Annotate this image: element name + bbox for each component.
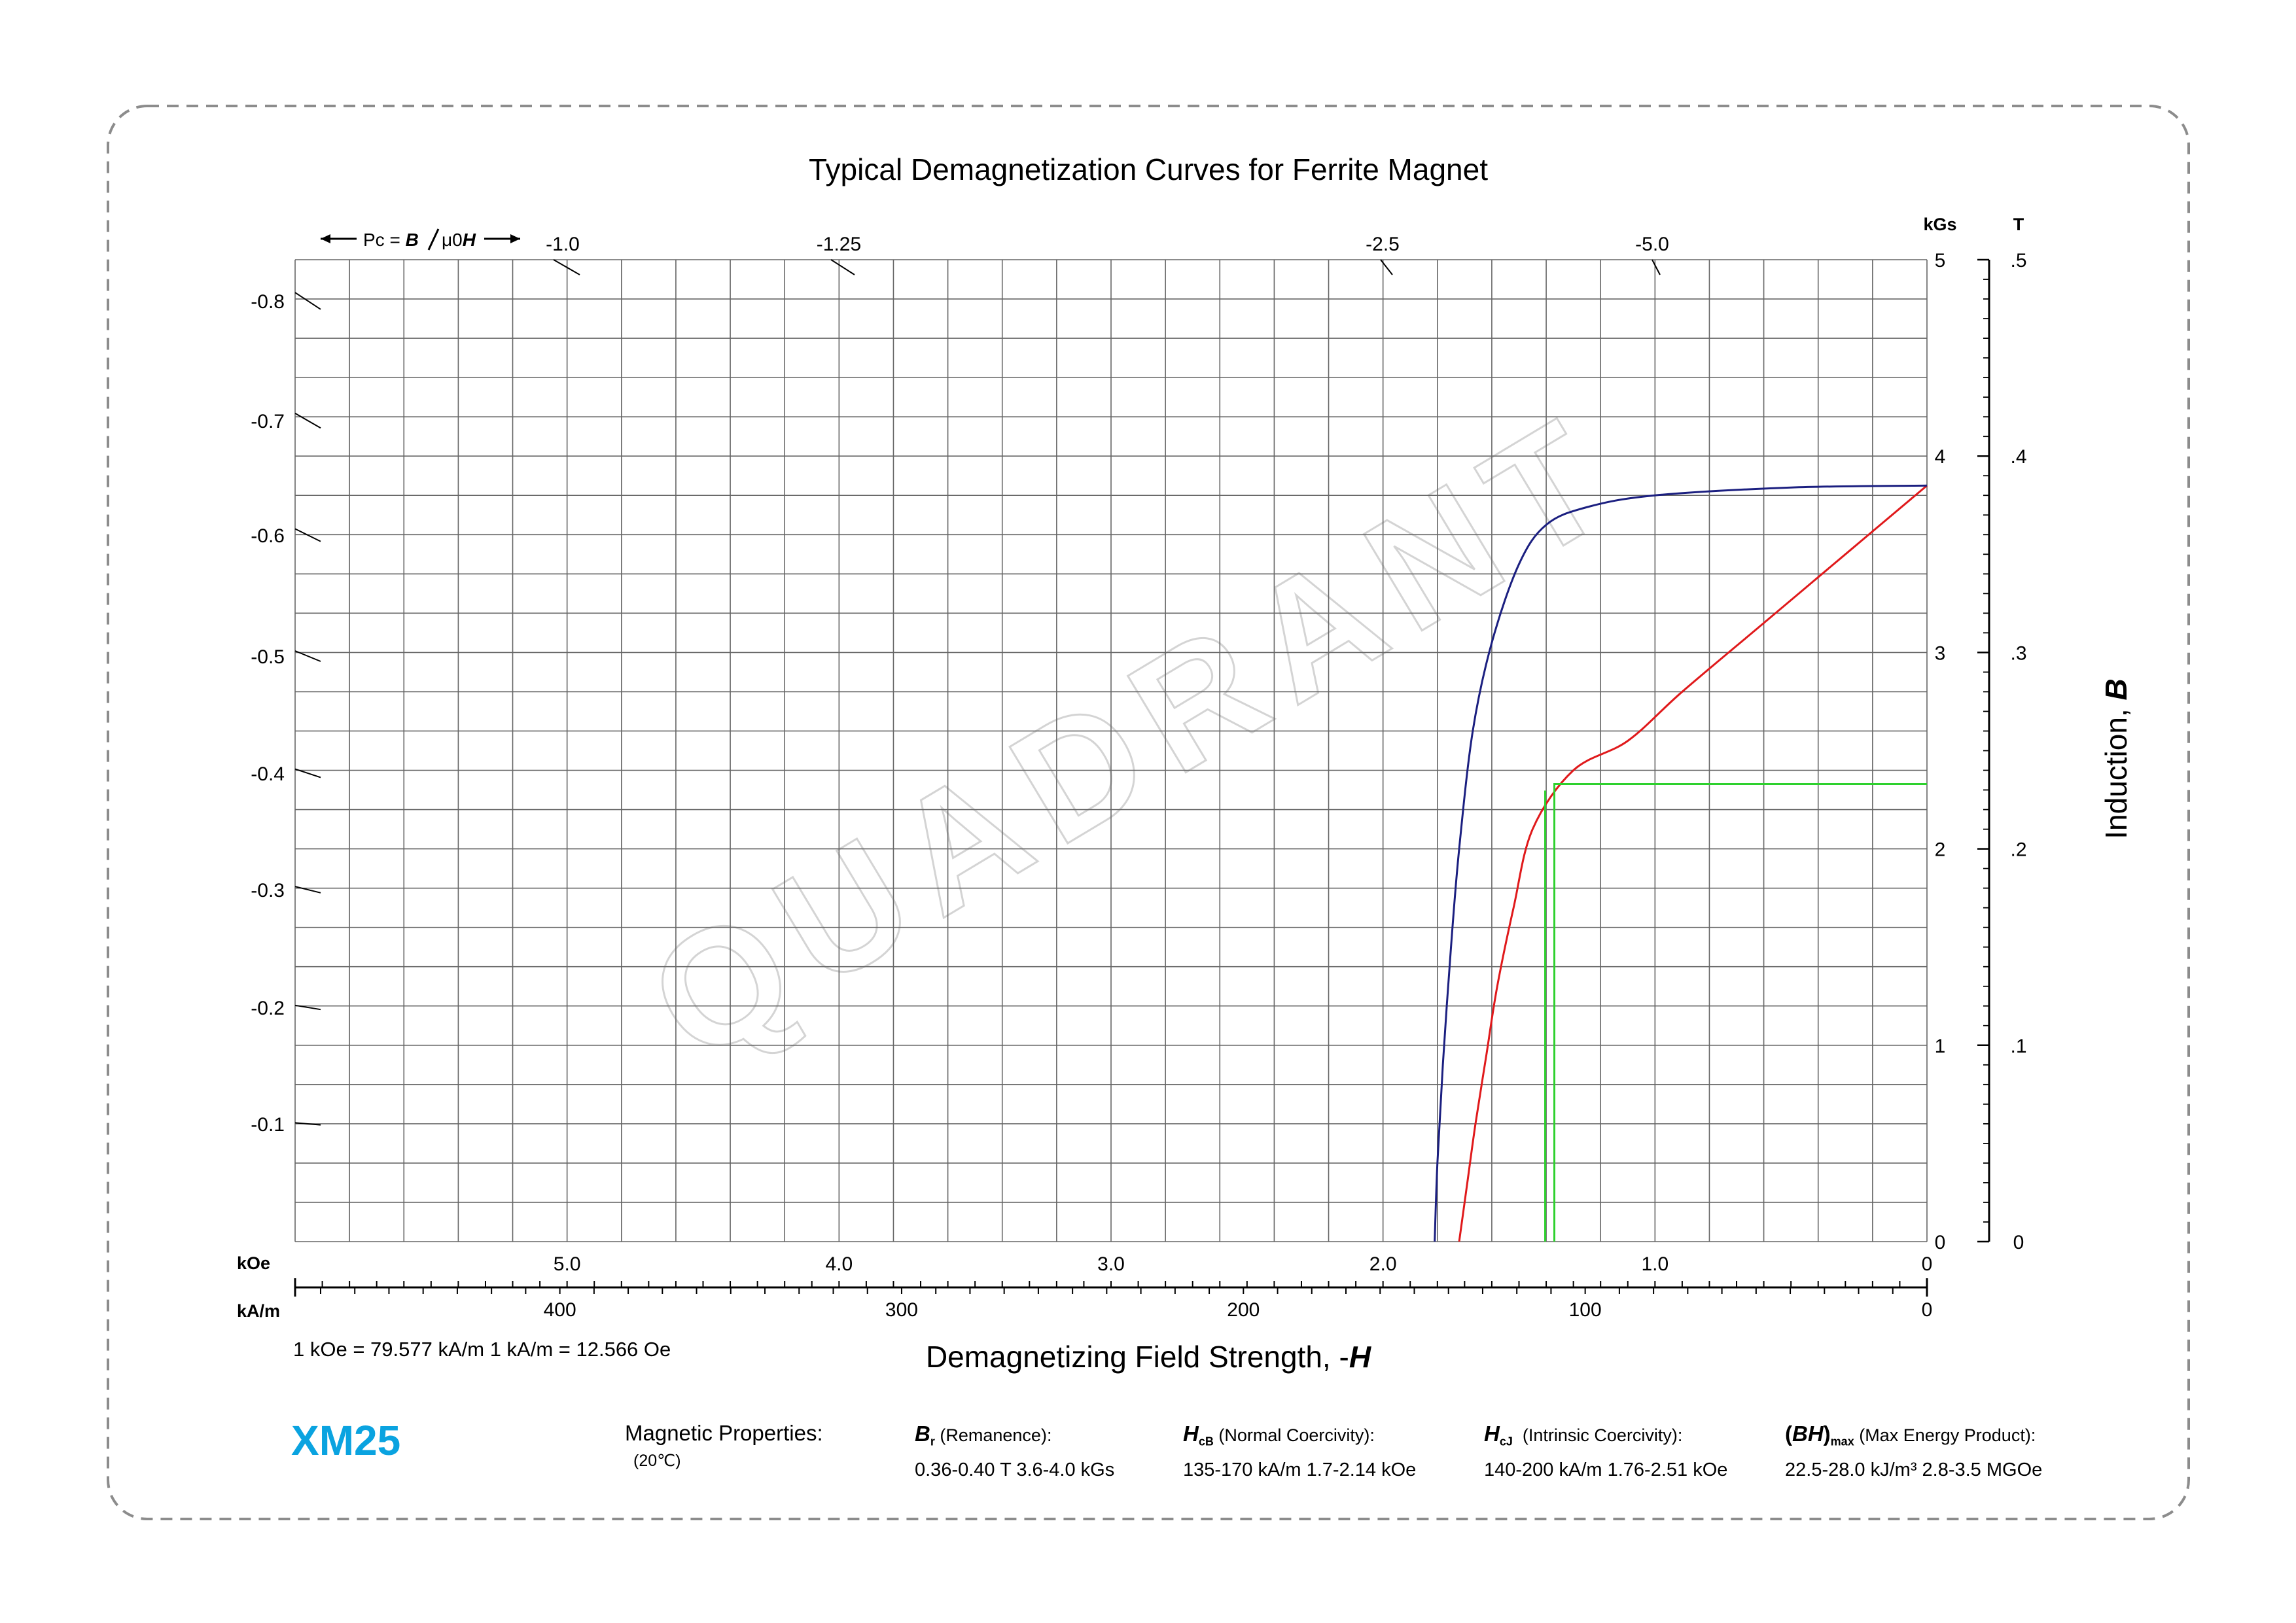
y-tick-label-kgs: 5: [1935, 250, 1946, 271]
permeance-left-label: -0.5: [251, 646, 285, 668]
permeance-label-text: Pc = B: [363, 230, 419, 250]
permeance-left-label: -0.1: [251, 1114, 285, 1136]
x-tick-label-kam: 400: [544, 1299, 576, 1321]
permeance-left-tick: [294, 1004, 321, 1011]
intrinsic-coercivity-value: 140-200 kA/m 1.76-2.51 kOe: [1484, 1459, 1728, 1481]
permeance-top-tick: [553, 259, 580, 275]
property-normal-coercivity: HcB (Normal Coercivity): 135-170 kA/m 1.…: [1183, 1420, 1416, 1484]
property-max-energy: (BH)max (Max Energy Product): 22.5-28.0 …: [1785, 1420, 2042, 1484]
y-tick-label-kgs: 4: [1935, 446, 1946, 468]
permeance-left-tick: [294, 1122, 321, 1126]
page-frame: [107, 105, 2190, 1520]
permeance-left-tick: [294, 528, 321, 542]
y-tick-label-kgs: 3: [1935, 642, 1946, 664]
permeance-left-tick: [294, 886, 321, 894]
intrinsic-coercivity-heading: HcJ (Intrinsic Coercivity):: [1484, 1422, 1683, 1448]
permeance-left-label: -0.2: [251, 998, 285, 1019]
permeance-label: Pc = B μ0H: [321, 228, 520, 251]
permeance-left-tick: [294, 768, 321, 778]
permeance-left-tick: [294, 412, 321, 429]
x-unit-koe: kOe: [237, 1253, 270, 1273]
properties-title: Magnetic Properties:: [625, 1421, 823, 1445]
y-tick-label-kgs: 1: [1935, 1036, 1946, 1057]
y-tick-label-t: .1: [2010, 1036, 2026, 1057]
permeance-left-label: -0.7: [251, 411, 285, 432]
x-tick-label-koe: 1.0: [1641, 1253, 1669, 1275]
permeance-top-label: -1.0: [546, 234, 580, 255]
y-tick-label-t: .3: [2010, 642, 2026, 664]
permeance-label-text-2: μ0H: [442, 230, 476, 250]
normal-coercivity-heading: HcB (Normal Coercivity):: [1183, 1422, 1375, 1448]
x-tick-label-koe: 4.0: [825, 1253, 853, 1275]
model-name: XM25: [291, 1417, 401, 1464]
remanence-heading: Br (Remanence):: [915, 1422, 1052, 1448]
permeance-left-label: -0.6: [251, 525, 285, 547]
permeance-left-label: -0.3: [251, 880, 285, 901]
property-intrinsic-coercivity: HcJ (Intrinsic Coercivity): 140-200 kA/m…: [1484, 1420, 1727, 1484]
max-energy-value: 22.5-28.0 kJ/m³ 2.8-3.5 MGOe: [1785, 1459, 2043, 1481]
x-tick-label-kam: 0: [1922, 1299, 1933, 1321]
properties-temperature: (20℃): [633, 1452, 681, 1470]
x-tick-label-kam: 100: [1569, 1299, 1602, 1321]
y-tick-label-t: .4: [2010, 446, 2026, 468]
x-axis-label-symbol: H: [1349, 1340, 1371, 1374]
permeance-top-label: -2.5: [1366, 234, 1400, 255]
permeance-top-tick: [1651, 259, 1661, 275]
permeance-left-label: -0.4: [251, 763, 285, 785]
y-unit-kgs: kGs: [1923, 215, 1956, 234]
permeance-top-label: -1.25: [817, 234, 861, 255]
remanence-value: 0.36-0.40 T 3.6-4.0 kGs: [915, 1459, 1115, 1481]
y-unit-t: T: [2013, 215, 2024, 234]
permeance-left-label: -0.8: [251, 291, 285, 313]
series-line-normal: [1458, 485, 1928, 1242]
x-axis-label-text: Demagnetizing Field Strength, -: [926, 1340, 1349, 1374]
y-axis-label-text: Induction,: [2099, 700, 2133, 839]
x-tick-label-kam: 200: [1227, 1299, 1260, 1321]
x-tick-label-koe: 3.0: [1097, 1253, 1125, 1275]
y-tick-label-t: .5: [2010, 250, 2026, 271]
permeance-left-tick: [294, 650, 321, 662]
series-line-operating-point: [1553, 783, 1927, 1242]
y-axis-label: Induction, B: [2099, 678, 2133, 839]
y-tick-label-kgs: 2: [1935, 839, 1946, 861]
x-unit-kam: kA/m: [237, 1301, 280, 1321]
plot-grid: [294, 259, 1928, 1242]
curves: [1434, 484, 1928, 1242]
chart-title: Typical Demagnetization Curves for Ferri…: [809, 152, 1488, 186]
x-tick-label-kam: 300: [885, 1299, 918, 1321]
permeance-left-tick: [294, 292, 321, 310]
max-energy-heading: (BH)max (Max Energy Product):: [1785, 1422, 2036, 1448]
y-tick-label-kgs: 0: [1935, 1232, 1946, 1253]
normal-coercivity-value: 135-170 kA/m 1.7-2.14 kOe: [1183, 1459, 1417, 1481]
unit-conversion: 1 kOe = 79.577 kA/m 1 kA/m = 12.566 Oe: [293, 1338, 671, 1361]
permeance-top-tick: [1380, 259, 1393, 275]
x-axis-label: Demagnetizing Field Strength, -H: [926, 1340, 1371, 1374]
permeance-top-tick: [830, 259, 855, 275]
series-line-intrinsic: [1434, 484, 1928, 1242]
property-remanence: Br (Remanence): 0.36-0.40 T 3.6-4.0 kGs: [915, 1420, 1114, 1484]
x-tick-label-koe: 0: [1922, 1253, 1933, 1275]
y-tick-label-t: .2: [2010, 839, 2026, 861]
y-tick-label-t: 0: [2013, 1232, 2024, 1253]
x-tick-label-koe: 5.0: [554, 1253, 581, 1275]
permeance-top-label: -5.0: [1635, 234, 1669, 255]
x-tick-label-koe: 2.0: [1369, 1253, 1397, 1275]
y-axis-label-symbol: B: [2099, 678, 2133, 700]
